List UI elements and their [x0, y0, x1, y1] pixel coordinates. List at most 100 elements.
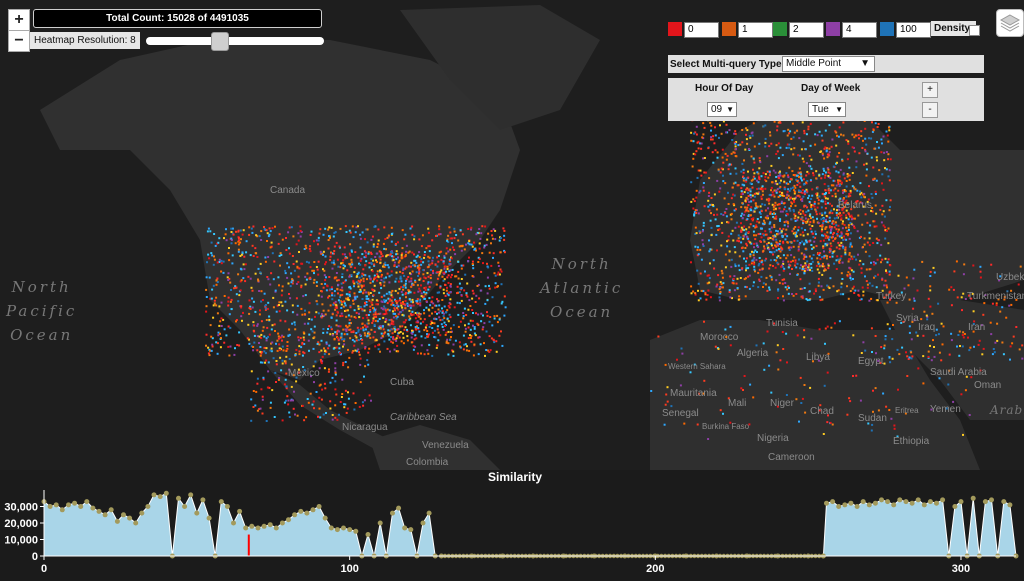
heat-point	[790, 201, 793, 204]
heat-point	[771, 203, 774, 206]
heat-point	[349, 306, 352, 309]
heat-point	[1001, 306, 1004, 309]
heat-point	[845, 214, 847, 217]
hour-select[interactable]: 09 ▼	[707, 102, 737, 117]
heat-point	[344, 256, 347, 259]
legend-input-0[interactable]: 0	[684, 22, 719, 38]
heat-point	[809, 122, 812, 125]
heat-point	[232, 233, 235, 236]
heat-point	[831, 212, 834, 215]
heat-point	[800, 295, 803, 298]
heat-point	[849, 274, 852, 277]
legend-input-4[interactable]: 100	[896, 22, 931, 38]
heat-point	[854, 289, 857, 292]
heat-point	[318, 232, 321, 235]
heat-point	[420, 292, 423, 295]
heat-point	[698, 191, 701, 194]
heat-point	[413, 291, 416, 294]
layers-button[interactable]	[996, 9, 1024, 37]
label-chad: Chad	[810, 406, 834, 417]
heat-point	[709, 248, 712, 251]
heat-point	[498, 318, 501, 321]
heat-point	[828, 219, 831, 222]
heat-point	[227, 304, 230, 307]
heat-point	[389, 350, 391, 353]
day-select[interactable]: Tue ▼	[808, 102, 846, 117]
legend-input-2[interactable]: 2	[789, 22, 824, 38]
heat-point	[840, 286, 843, 289]
zoom-out-button[interactable]: −	[8, 30, 30, 52]
heat-point	[362, 284, 365, 287]
slider-thumb[interactable]	[210, 32, 229, 51]
density-checkbox[interactable]	[969, 25, 980, 36]
heat-point	[307, 401, 310, 404]
heat-point	[339, 301, 341, 304]
heat-point	[853, 225, 856, 228]
heat-point	[493, 272, 496, 275]
remove-query-button[interactable]: -	[922, 102, 938, 118]
heat-point	[351, 263, 354, 266]
heat-point	[712, 161, 715, 164]
heat-point	[775, 249, 778, 252]
heat-point	[694, 209, 697, 212]
heat-point	[871, 130, 874, 133]
heat-point	[841, 261, 844, 264]
legend-input-3[interactable]: 4	[842, 22, 877, 38]
heat-point	[712, 205, 715, 208]
heat-point	[891, 357, 894, 360]
heat-point	[328, 295, 331, 298]
heat-point	[335, 330, 338, 333]
heat-point	[230, 239, 233, 241]
heat-point	[714, 126, 716, 129]
multiquery-select[interactable]: Middle Point ▼	[782, 56, 875, 72]
heat-point	[805, 298, 808, 300]
heat-point	[227, 345, 230, 348]
heat-point	[764, 283, 767, 286]
legend-input-1[interactable]: 1	[738, 22, 773, 38]
zoom-in-button[interactable]: +	[8, 9, 30, 31]
heat-point	[911, 320, 914, 323]
heat-point	[792, 186, 794, 189]
heat-point	[412, 283, 415, 286]
heat-point	[403, 274, 406, 277]
heat-point	[847, 226, 850, 229]
similarity-point	[255, 525, 261, 531]
heat-point	[807, 128, 810, 131]
heat-point	[285, 387, 288, 390]
heat-point	[777, 157, 780, 160]
heat-point	[730, 258, 733, 261]
heat-point	[858, 137, 860, 140]
heat-point	[353, 282, 356, 285]
heat-point	[701, 239, 704, 242]
heatmap-resolution-slider[interactable]	[146, 32, 324, 51]
heat-point	[775, 241, 778, 244]
heat-point	[254, 404, 257, 407]
heat-point	[843, 177, 846, 180]
heat-point	[829, 176, 832, 179]
add-query-button[interactable]: +	[922, 82, 938, 98]
heat-point	[376, 320, 379, 323]
heat-point	[321, 388, 324, 391]
heat-point	[726, 154, 729, 157]
heat-point	[302, 331, 305, 334]
heat-point	[755, 192, 758, 195]
heat-point	[276, 304, 279, 307]
heat-point	[770, 278, 773, 281]
heat-point	[982, 313, 985, 316]
heat-point	[377, 228, 380, 231]
label-oman: Oman	[974, 380, 1002, 391]
heat-point	[788, 207, 791, 210]
heat-point	[312, 281, 315, 284]
heat-point	[700, 258, 703, 261]
heat-point	[713, 193, 716, 196]
heat-point	[722, 161, 725, 164]
heat-point	[858, 152, 861, 155]
heat-point	[799, 278, 802, 281]
heat-point	[414, 281, 417, 284]
heat-point	[744, 199, 747, 202]
heat-point	[921, 260, 924, 263]
heat-point	[258, 290, 261, 292]
heat-point	[773, 212, 775, 215]
heat-point	[210, 241, 213, 244]
